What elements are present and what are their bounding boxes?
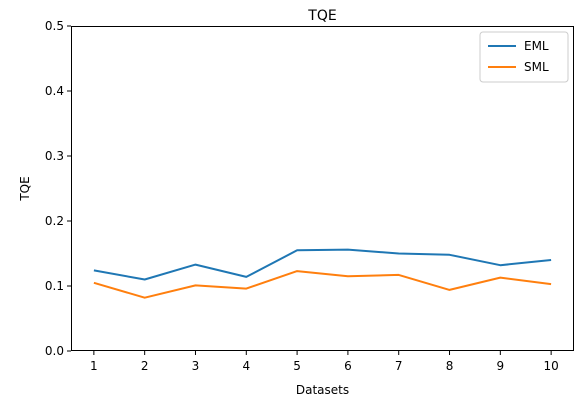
x-tick-label: 10 <box>543 359 558 373</box>
y-axis-ticks: 0.0 0.1 0.2 0.3 0.4 0.5 <box>45 19 71 358</box>
y-tick-label: 0.2 <box>45 214 64 228</box>
series-line-eml <box>93 248 552 281</box>
x-tick-label: 8 <box>446 359 454 373</box>
x-tick-label: 4 <box>242 359 250 373</box>
x-axis-label: Datasets <box>296 383 349 397</box>
y-tick-label: 0.1 <box>45 279 64 293</box>
x-tick-label: 1 <box>90 359 98 373</box>
x-tick-label: 3 <box>192 359 200 373</box>
chart-title: TQE <box>307 8 336 24</box>
series-line-sml <box>93 270 552 299</box>
y-tick-label: 0.0 <box>45 344 64 358</box>
x-tick-label: 6 <box>344 359 352 373</box>
x-tick-label: 7 <box>395 359 403 373</box>
y-tick-label: 0.5 <box>45 19 64 33</box>
series-lines <box>93 248 552 299</box>
y-tick-label: 0.4 <box>45 84 64 98</box>
x-axis-ticks: 1 2 3 4 5 6 7 8 9 10 <box>90 351 559 373</box>
y-tick-label: 0.3 <box>45 149 64 163</box>
legend-label-eml: EML <box>524 39 549 53</box>
legend-label-sml: SML <box>524 60 549 74</box>
x-tick-label: 9 <box>497 359 505 373</box>
legend-box <box>479 31 569 83</box>
legend: EML SML <box>479 31 569 83</box>
x-tick-label: 2 <box>141 359 149 373</box>
plot-area-frame <box>71 26 574 351</box>
y-axis-label: TQE <box>18 176 32 201</box>
x-tick-label: 5 <box>293 359 301 373</box>
